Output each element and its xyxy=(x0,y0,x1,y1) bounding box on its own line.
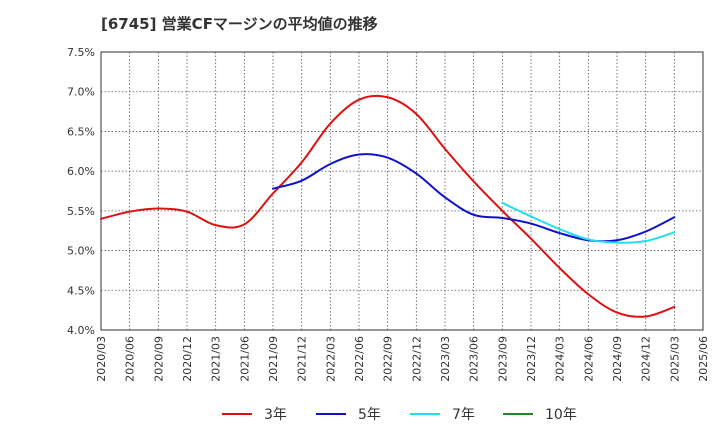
legend-label: 5年 xyxy=(358,407,381,423)
x-tick-label: 2021/09 xyxy=(267,336,280,382)
y-tick-label: 6.0% xyxy=(67,165,95,178)
y-tick-label: 4.5% xyxy=(67,284,95,297)
x-tick-label: 2024/06 xyxy=(582,336,595,382)
x-tick-label: 2022/06 xyxy=(353,336,366,382)
x-tick-label: 2025/06 xyxy=(697,336,710,382)
x-tick-label: 2020/12 xyxy=(181,336,194,382)
legend-label: 10年 xyxy=(545,407,577,423)
y-tick-label: 7.5% xyxy=(67,46,95,59)
y-tick-label: 7.0% xyxy=(67,86,95,99)
legend-label: 7年 xyxy=(452,407,475,423)
x-tick-label: 2023/12 xyxy=(525,336,538,382)
y-tick-label: 4.0% xyxy=(67,324,95,337)
x-tick-label: 2024/09 xyxy=(611,336,624,382)
y-tick-label: 6.5% xyxy=(67,125,95,138)
x-tick-label: 2023/09 xyxy=(496,336,509,382)
legend-label: 3年 xyxy=(264,407,287,423)
x-tick-label: 2025/03 xyxy=(668,336,681,382)
x-tick-label: 2024/12 xyxy=(640,336,653,382)
plot-background xyxy=(101,52,703,330)
x-tick-label: 2023/06 xyxy=(468,336,481,382)
chart-title: [6745] 営業CFマージンの平均値の推移 xyxy=(101,15,378,33)
x-tick-label: 2021/03 xyxy=(210,336,223,382)
x-tick-label: 2021/12 xyxy=(296,336,309,382)
x-tick-label: 2024/03 xyxy=(554,336,567,382)
x-tick-label: 2020/03 xyxy=(95,336,108,382)
x-tick-label: 2022/03 xyxy=(324,336,337,382)
series-line-1 xyxy=(100,94,676,318)
y-tick-label: 5.0% xyxy=(67,245,95,258)
x-tick-label: 2021/06 xyxy=(238,336,251,382)
x-tick-label: 2020/06 xyxy=(124,336,137,382)
legend: 3年 5年 7年 10年 xyxy=(222,407,577,423)
x-tick-label: 2023/03 xyxy=(439,336,452,382)
series-line-2 xyxy=(272,153,676,243)
plot-border xyxy=(100,51,704,331)
x-tick-label: 2022/12 xyxy=(410,336,423,382)
x-tick-label: 2020/09 xyxy=(152,336,165,382)
y-tick-label: 5.5% xyxy=(67,205,95,218)
series-line-3 xyxy=(501,201,676,244)
plot-area: 4.0% 4.5% 5.0% 5.5% 6.0% 6.5% 7.0% 7.5% 2020/03 2… xyxy=(67,46,710,382)
x-tick-label: 2022/09 xyxy=(382,336,395,382)
